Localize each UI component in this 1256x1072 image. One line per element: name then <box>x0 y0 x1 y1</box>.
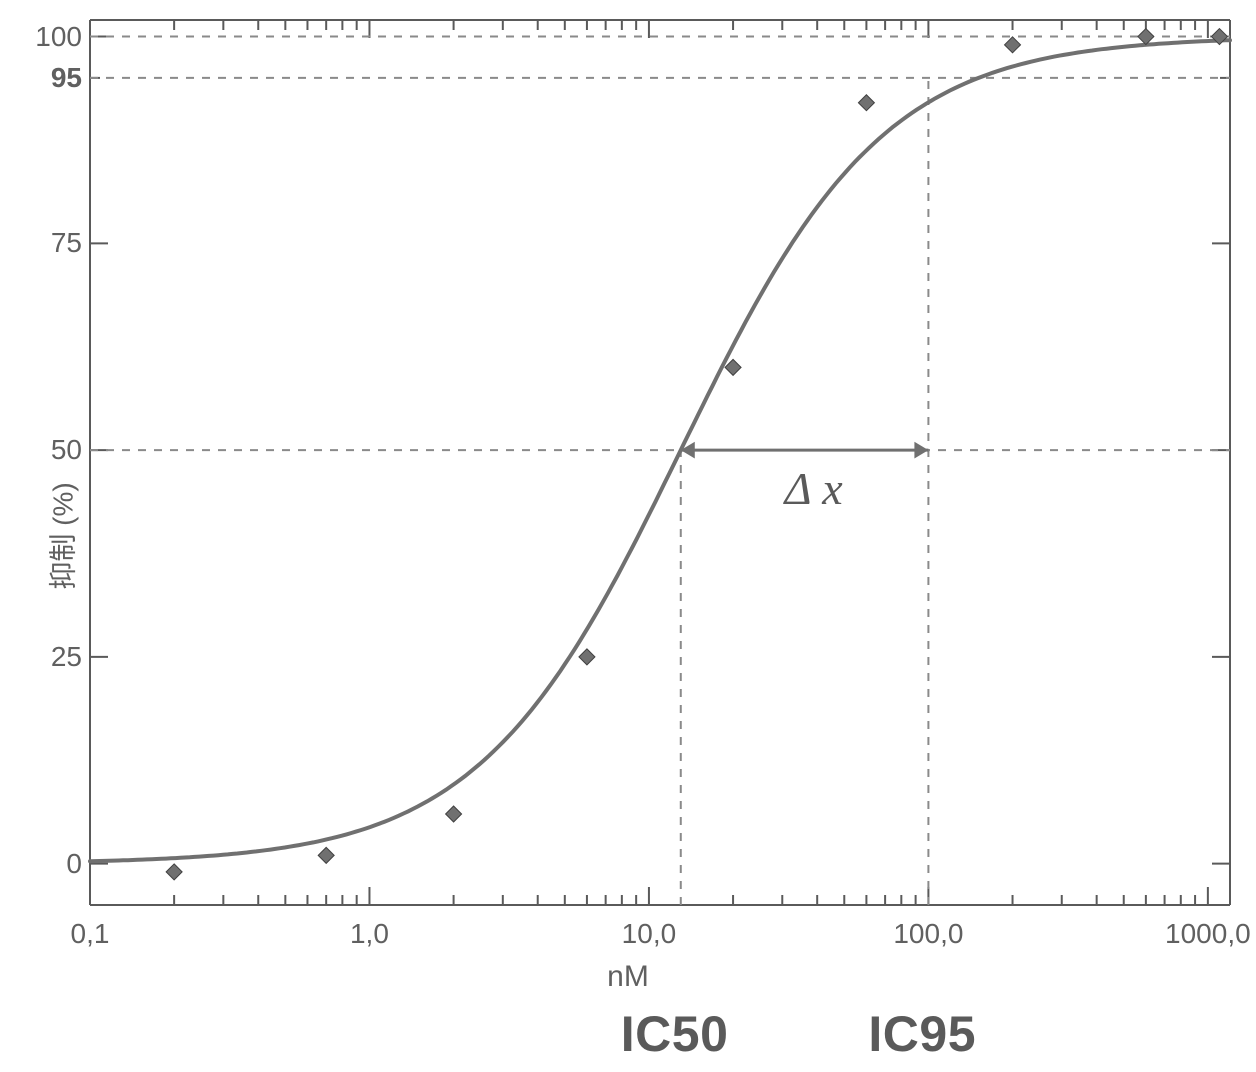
x-tick-label: 0,1 <box>71 918 110 950</box>
plot-svg <box>0 0 1256 1072</box>
x-tick-label: 1,0 <box>350 918 389 950</box>
dose-response-chart: 抑制 (%) nM IC50 IC95 Δ x 0 25 50 75 100 95 0,1… <box>0 0 1256 1072</box>
y-tick-label: 0 <box>12 848 82 880</box>
y-tick-label: 25 <box>12 641 82 673</box>
x-tick-label: 100,0 <box>893 918 963 950</box>
y-axis-label: 抑制 (%) <box>42 482 82 589</box>
delta-x-label: Δ x <box>785 462 843 515</box>
y-tick-label: 100 <box>12 21 82 53</box>
y-tick-label-95: 95 <box>12 62 82 94</box>
x-axis-label: nM <box>0 960 1256 994</box>
x-tick-label: 1000,0 <box>1165 918 1251 950</box>
y-tick-label: 75 <box>12 227 82 259</box>
ic50-label: IC50 <box>621 1005 729 1063</box>
y-tick-label: 50 <box>12 434 82 466</box>
x-tick-label: 10,0 <box>622 918 677 950</box>
ic95-label: IC95 <box>868 1005 976 1063</box>
